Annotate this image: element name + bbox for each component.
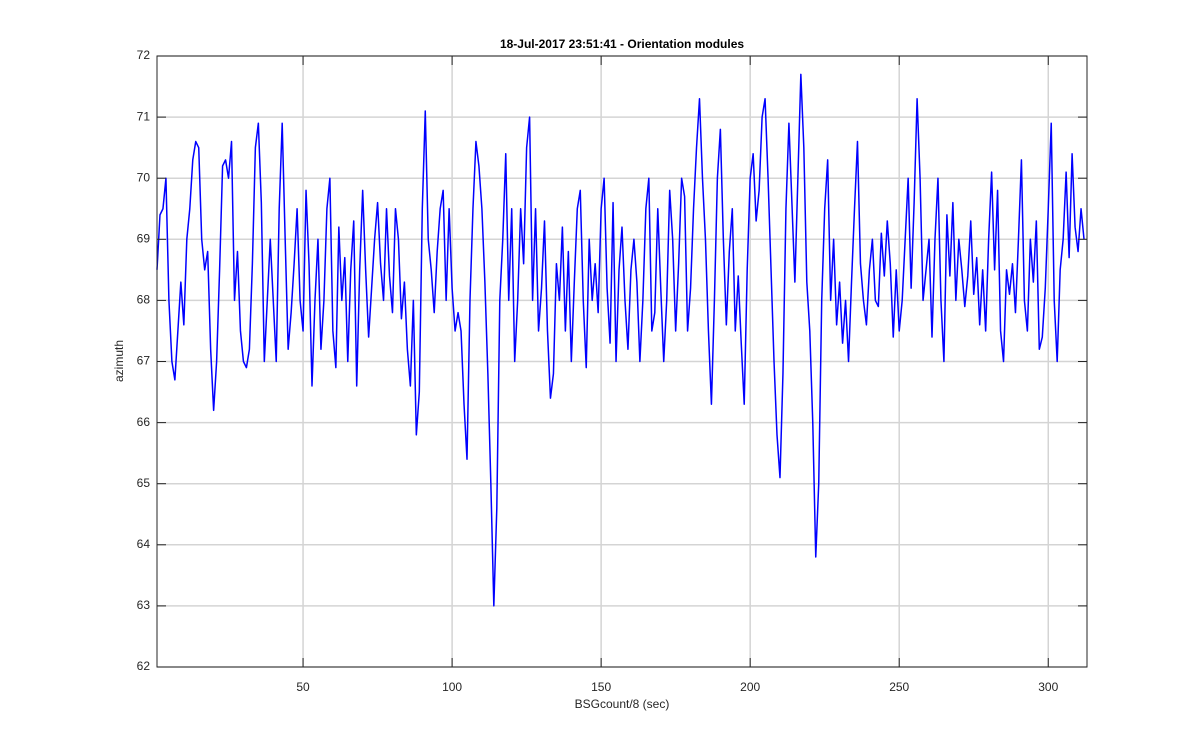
x-tick-label: 300 <box>1038 680 1058 694</box>
y-tick-label: 67 <box>137 354 151 368</box>
y-tick-label: 65 <box>137 476 151 490</box>
y-tick-label: 63 <box>137 598 151 612</box>
y-tick-label: 70 <box>137 170 151 184</box>
y-tick-label: 72 <box>137 48 151 62</box>
y-tick-label: 68 <box>137 293 151 307</box>
x-tick-label: 200 <box>740 680 760 694</box>
chart-title: 18-Jul-2017 23:51:41 - Orientation modul… <box>500 37 744 51</box>
y-axis-label: azimuth <box>112 340 126 382</box>
y-tick-label: 69 <box>137 231 151 245</box>
data-line <box>156 73 1085 607</box>
y-tick-label: 71 <box>137 109 151 123</box>
y-tick-label: 64 <box>137 537 151 551</box>
ticks: 50 100 150 200 250 300 62 63 64 65 66 67 68 69 70 71 72 <box>137 48 1087 694</box>
y-tick-label: 66 <box>137 415 151 429</box>
x-axis-label: BSGcount/8 (sec) <box>575 697 670 711</box>
lines <box>156 73 1085 607</box>
x-tick-label: 100 <box>442 680 462 694</box>
x-tick-label: 50 <box>296 680 310 694</box>
x-tick-label: 250 <box>889 680 909 694</box>
y-tick-label: 62 <box>137 659 151 673</box>
x-tick-label: 150 <box>591 680 611 694</box>
